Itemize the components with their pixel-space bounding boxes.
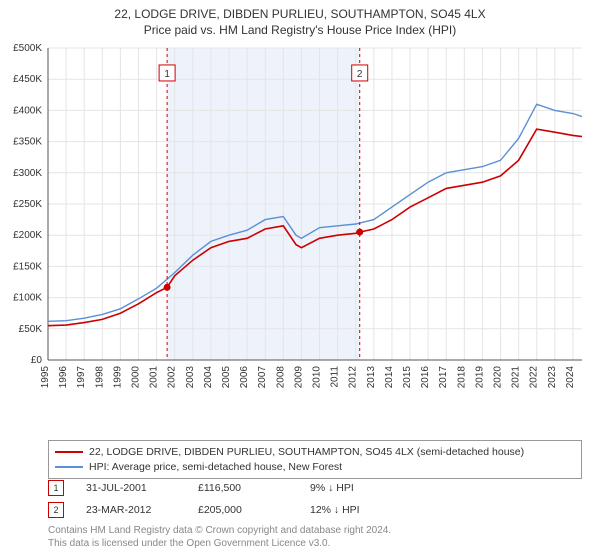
svg-text:2011: 2011 bbox=[330, 366, 341, 388]
legend-swatch bbox=[55, 451, 83, 453]
transaction-date: 23-MAR-2012 bbox=[86, 504, 176, 516]
svg-text:1: 1 bbox=[164, 69, 170, 80]
svg-text:2007: 2007 bbox=[257, 366, 268, 389]
svg-text:2012: 2012 bbox=[348, 366, 359, 389]
svg-text:£300K: £300K bbox=[13, 168, 42, 179]
legend-swatch bbox=[55, 466, 83, 468]
svg-text:2017: 2017 bbox=[438, 366, 449, 389]
svg-text:2001: 2001 bbox=[149, 366, 160, 389]
svg-text:2010: 2010 bbox=[312, 366, 323, 389]
svg-text:£350K: £350K bbox=[13, 137, 42, 148]
transaction-date: 31-JUL-2001 bbox=[86, 482, 176, 494]
svg-text:2: 2 bbox=[357, 69, 363, 80]
svg-text:2024: 2024 bbox=[565, 366, 576, 389]
svg-text:2002: 2002 bbox=[167, 366, 178, 389]
svg-text:£250K: £250K bbox=[13, 199, 42, 210]
svg-text:2005: 2005 bbox=[221, 366, 232, 389]
svg-text:2022: 2022 bbox=[529, 366, 540, 389]
svg-text:£200K: £200K bbox=[13, 230, 42, 241]
svg-text:£0: £0 bbox=[31, 355, 43, 366]
footer-text: Contains HM Land Registry data © Crown c… bbox=[48, 524, 391, 550]
transaction-row: 2 23-MAR-2012 £205,000 12% ↓ HPI bbox=[48, 502, 582, 518]
svg-text:1997: 1997 bbox=[76, 366, 87, 389]
svg-text:1998: 1998 bbox=[94, 366, 105, 389]
transaction-table: 1 31-JUL-2001 £116,500 9% ↓ HPI 2 23-MAR-2012… bbox=[48, 480, 582, 524]
svg-text:2000: 2000 bbox=[131, 366, 142, 389]
svg-text:2008: 2008 bbox=[275, 366, 286, 389]
svg-text:2004: 2004 bbox=[203, 366, 214, 389]
svg-text:1996: 1996 bbox=[58, 366, 69, 389]
svg-text:£500K: £500K bbox=[13, 43, 42, 54]
svg-text:2020: 2020 bbox=[493, 366, 504, 389]
footer-line-2: This data is licensed under the Open Gov… bbox=[48, 537, 391, 550]
transaction-delta: 9% ↓ HPI bbox=[310, 482, 400, 494]
svg-text:£100K: £100K bbox=[13, 293, 42, 304]
svg-text:£150K: £150K bbox=[13, 261, 42, 272]
svg-text:2023: 2023 bbox=[547, 366, 558, 389]
svg-text:£400K: £400K bbox=[13, 105, 42, 116]
legend-row: 22, LODGE DRIVE, DIBDEN PURLIEU, SOUTHAM… bbox=[55, 445, 575, 460]
svg-text:2015: 2015 bbox=[402, 366, 413, 389]
svg-text:1995: 1995 bbox=[40, 366, 51, 389]
legend: 22, LODGE DRIVE, DIBDEN PURLIEU, SOUTHAM… bbox=[48, 440, 582, 479]
svg-text:2013: 2013 bbox=[366, 366, 377, 389]
legend-label: 22, LODGE DRIVE, DIBDEN PURLIEU, SOUTHAM… bbox=[89, 445, 524, 460]
svg-text:2003: 2003 bbox=[185, 366, 196, 389]
svg-text:£50K: £50K bbox=[19, 324, 43, 335]
title-block: 22, LODGE DRIVE, DIBDEN PURLIEU, SOUTHAM… bbox=[0, 0, 600, 38]
title-line-1: 22, LODGE DRIVE, DIBDEN PURLIEU, SOUTHAM… bbox=[0, 6, 600, 22]
transaction-row: 1 31-JUL-2001 £116,500 9% ↓ HPI bbox=[48, 480, 582, 496]
svg-text:2019: 2019 bbox=[474, 366, 485, 389]
svg-text:2018: 2018 bbox=[456, 366, 467, 389]
transaction-marker: 2 bbox=[48, 502, 64, 518]
svg-text:2016: 2016 bbox=[420, 366, 431, 389]
transaction-price: £205,000 bbox=[198, 504, 288, 516]
transaction-delta: 12% ↓ HPI bbox=[310, 504, 400, 516]
legend-label: HPI: Average price, semi-detached house,… bbox=[89, 460, 342, 475]
svg-text:2009: 2009 bbox=[293, 366, 304, 389]
svg-text:2014: 2014 bbox=[384, 366, 395, 389]
line-chart: £0£50K£100K£150K£200K£250K£300K£350K£400… bbox=[48, 48, 582, 398]
title-line-2: Price paid vs. HM Land Registry's House … bbox=[0, 22, 600, 38]
legend-row: HPI: Average price, semi-detached house,… bbox=[55, 460, 575, 475]
svg-text:£450K: £450K bbox=[13, 74, 42, 85]
svg-text:2021: 2021 bbox=[511, 366, 522, 389]
transaction-marker: 1 bbox=[48, 480, 64, 496]
svg-text:1999: 1999 bbox=[112, 366, 123, 389]
transaction-price: £116,500 bbox=[198, 482, 288, 494]
svg-text:2006: 2006 bbox=[239, 366, 250, 389]
footer-line-1: Contains HM Land Registry data © Crown c… bbox=[48, 524, 391, 537]
chart-container: 22, LODGE DRIVE, DIBDEN PURLIEU, SOUTHAM… bbox=[0, 0, 600, 560]
